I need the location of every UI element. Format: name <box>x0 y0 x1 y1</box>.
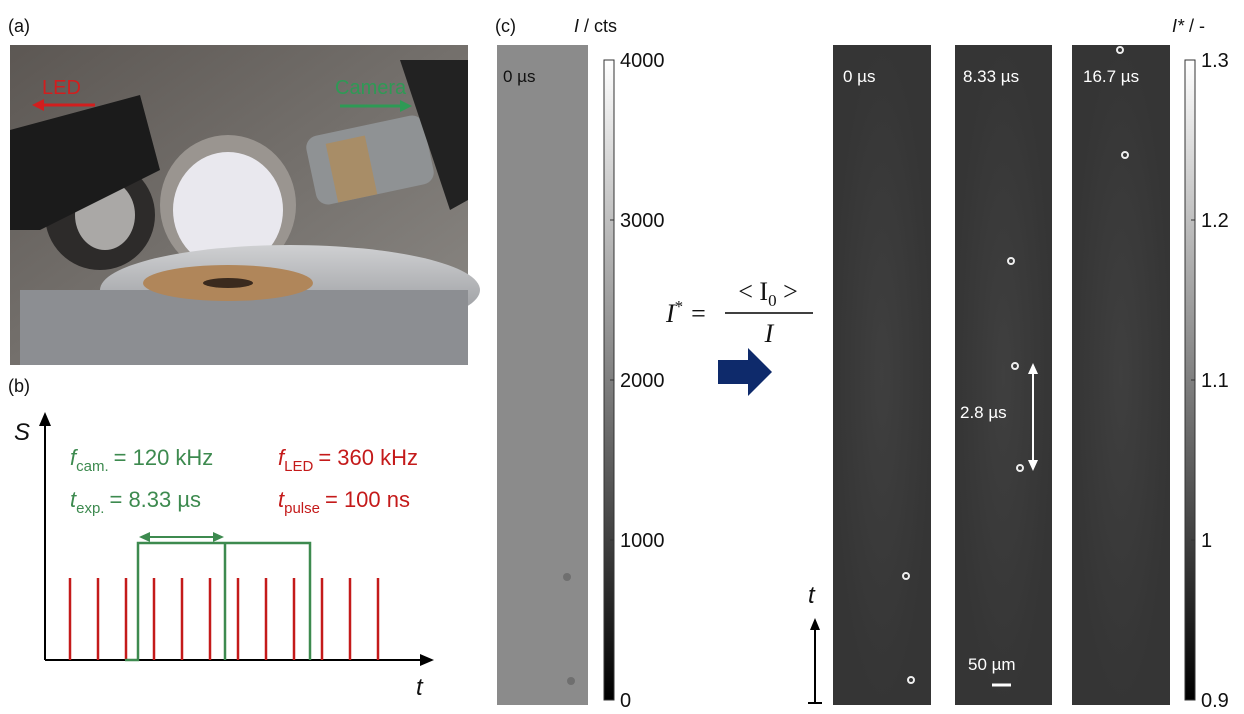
time-axis-label: t <box>808 582 816 609</box>
t-pulse: tpulse = 100 ns <box>278 487 410 517</box>
colorbar-tick-label: 1.3 <box>1201 50 1229 72</box>
frame-label: 8.33 µs <box>963 67 1019 86</box>
photo <box>10 45 480 365</box>
colorbar-tick-label: 1.2 <box>1201 210 1229 232</box>
camera-label: Camera <box>335 77 407 99</box>
colorbar-tick-label: 0 <box>620 690 631 709</box>
panel-label: (b) <box>8 376 30 396</box>
colorbar-tick-label: 2000 <box>620 370 665 392</box>
colorbar-tick-label: 1000 <box>620 530 665 552</box>
frame-label: 0 µs <box>843 67 875 86</box>
equation-numerator: < I0 > <box>738 277 798 310</box>
interval-label: 2.8 µs <box>960 403 1007 422</box>
arrow <box>718 348 772 396</box>
t-exp: texp. = 8.33 µs <box>70 487 201 517</box>
timing-diagram <box>39 412 434 666</box>
equation-lhs: I* = <box>665 297 706 328</box>
colorbar-title: I* / - <box>1172 16 1205 36</box>
frame-label: 16.7 µs <box>1083 67 1139 86</box>
equation-denominator: I <box>764 319 775 348</box>
raw-frame <box>497 45 588 705</box>
led-label: LED <box>42 77 81 99</box>
colorbar-tick-label: 1.1 <box>1201 370 1229 392</box>
panel-label: (c) <box>495 16 516 36</box>
colorbar-title: I / cts <box>574 16 617 36</box>
colorbar-tick-label: 0.9 <box>1201 690 1229 709</box>
x-axis-label: t <box>416 674 424 701</box>
f-cam: fcam. = 120 kHz <box>70 445 213 475</box>
y-axis-label: S <box>14 419 30 446</box>
panel-label: (a) <box>8 16 30 36</box>
colorbar-tick-label: 4000 <box>620 50 665 72</box>
scale-bar-label: 50 µm <box>968 655 1016 674</box>
colorbar-tick-label: 3000 <box>620 210 665 232</box>
frame-label: 0 µs <box>503 67 535 86</box>
normalized-frames <box>808 45 1170 705</box>
f-led: fLED = 360 kHz <box>278 445 418 475</box>
colorbar-tick-label: 1 <box>1201 530 1212 552</box>
